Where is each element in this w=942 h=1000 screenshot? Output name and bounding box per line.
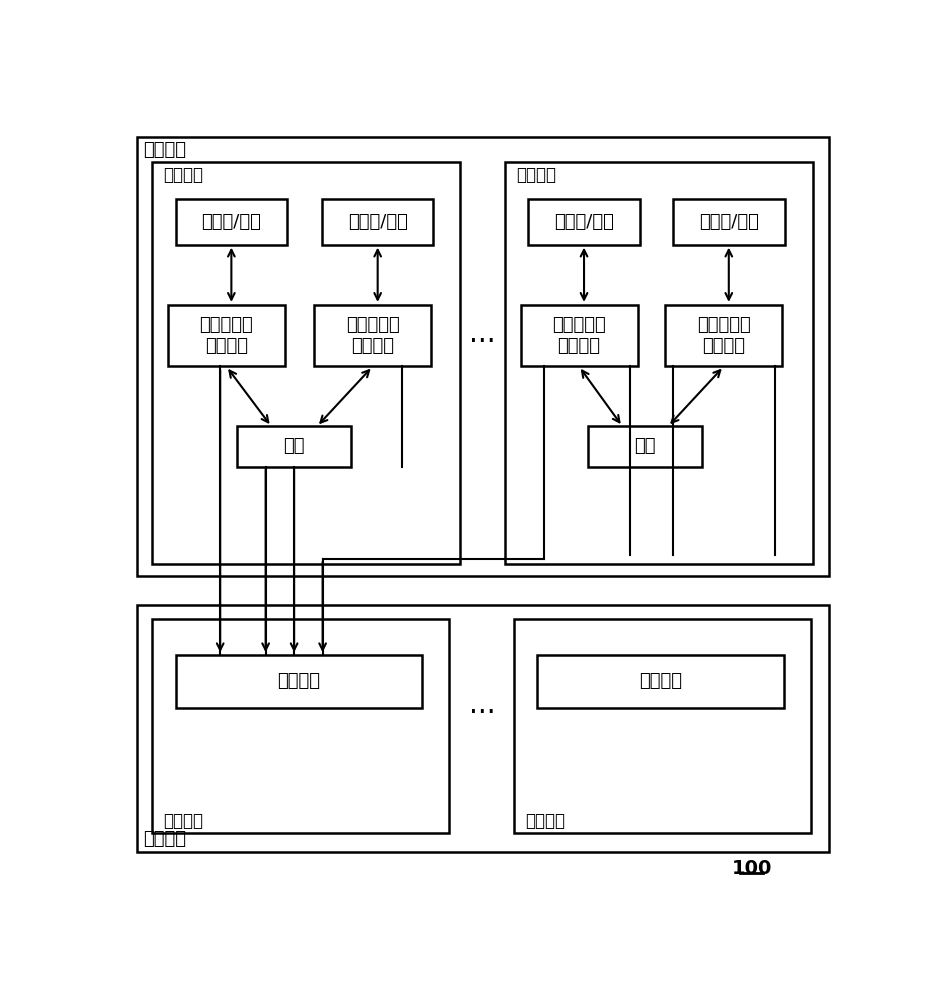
- Bar: [175, 655, 422, 708]
- Text: 计算节点: 计算节点: [163, 166, 203, 184]
- Bar: [153, 162, 461, 564]
- Text: 虚拟机/容器: 虚拟机/容器: [554, 213, 614, 231]
- Text: 虚拟机/容器: 虚拟机/容器: [202, 213, 261, 231]
- Text: ...: ...: [469, 691, 496, 719]
- Text: 虚拟机/容器: 虚拟机/容器: [348, 213, 408, 231]
- Bar: [538, 655, 784, 708]
- Bar: [521, 305, 638, 366]
- Bar: [153, 619, 449, 833]
- Text: 缓存: 缓存: [635, 437, 656, 455]
- Text: 数据节点: 数据节点: [163, 812, 203, 830]
- Bar: [505, 162, 813, 564]
- Text: 计算集群: 计算集群: [143, 141, 187, 159]
- Text: 计算节点: 计算节点: [516, 166, 556, 184]
- Text: 存储集群: 存储集群: [143, 830, 187, 848]
- Bar: [673, 199, 785, 245]
- Bar: [168, 305, 284, 366]
- Bar: [175, 199, 287, 245]
- Bar: [137, 137, 829, 576]
- Text: ...: ...: [469, 320, 496, 348]
- Text: 读取镜像数
据的装置: 读取镜像数 据的装置: [697, 316, 751, 355]
- Bar: [665, 305, 782, 366]
- Bar: [528, 199, 640, 245]
- Text: 读取镜像数
据的装置: 读取镜像数 据的装置: [552, 316, 606, 355]
- Bar: [237, 426, 351, 466]
- Bar: [314, 305, 431, 366]
- Text: 100: 100: [731, 859, 771, 878]
- Text: 镜像文件: 镜像文件: [639, 672, 682, 690]
- Text: 镜像文件: 镜像文件: [277, 672, 320, 690]
- Text: 缓存: 缓存: [284, 437, 305, 455]
- Bar: [137, 605, 829, 852]
- Bar: [514, 619, 811, 833]
- Bar: [322, 199, 433, 245]
- Text: 读取镜像数
据的装置: 读取镜像数 据的装置: [346, 316, 399, 355]
- Text: 读取镜像数
据的装置: 读取镜像数 据的装置: [200, 316, 253, 355]
- Text: 数据节点: 数据节点: [525, 812, 565, 830]
- Bar: [588, 426, 702, 466]
- Text: 虚拟机/容器: 虚拟机/容器: [699, 213, 758, 231]
